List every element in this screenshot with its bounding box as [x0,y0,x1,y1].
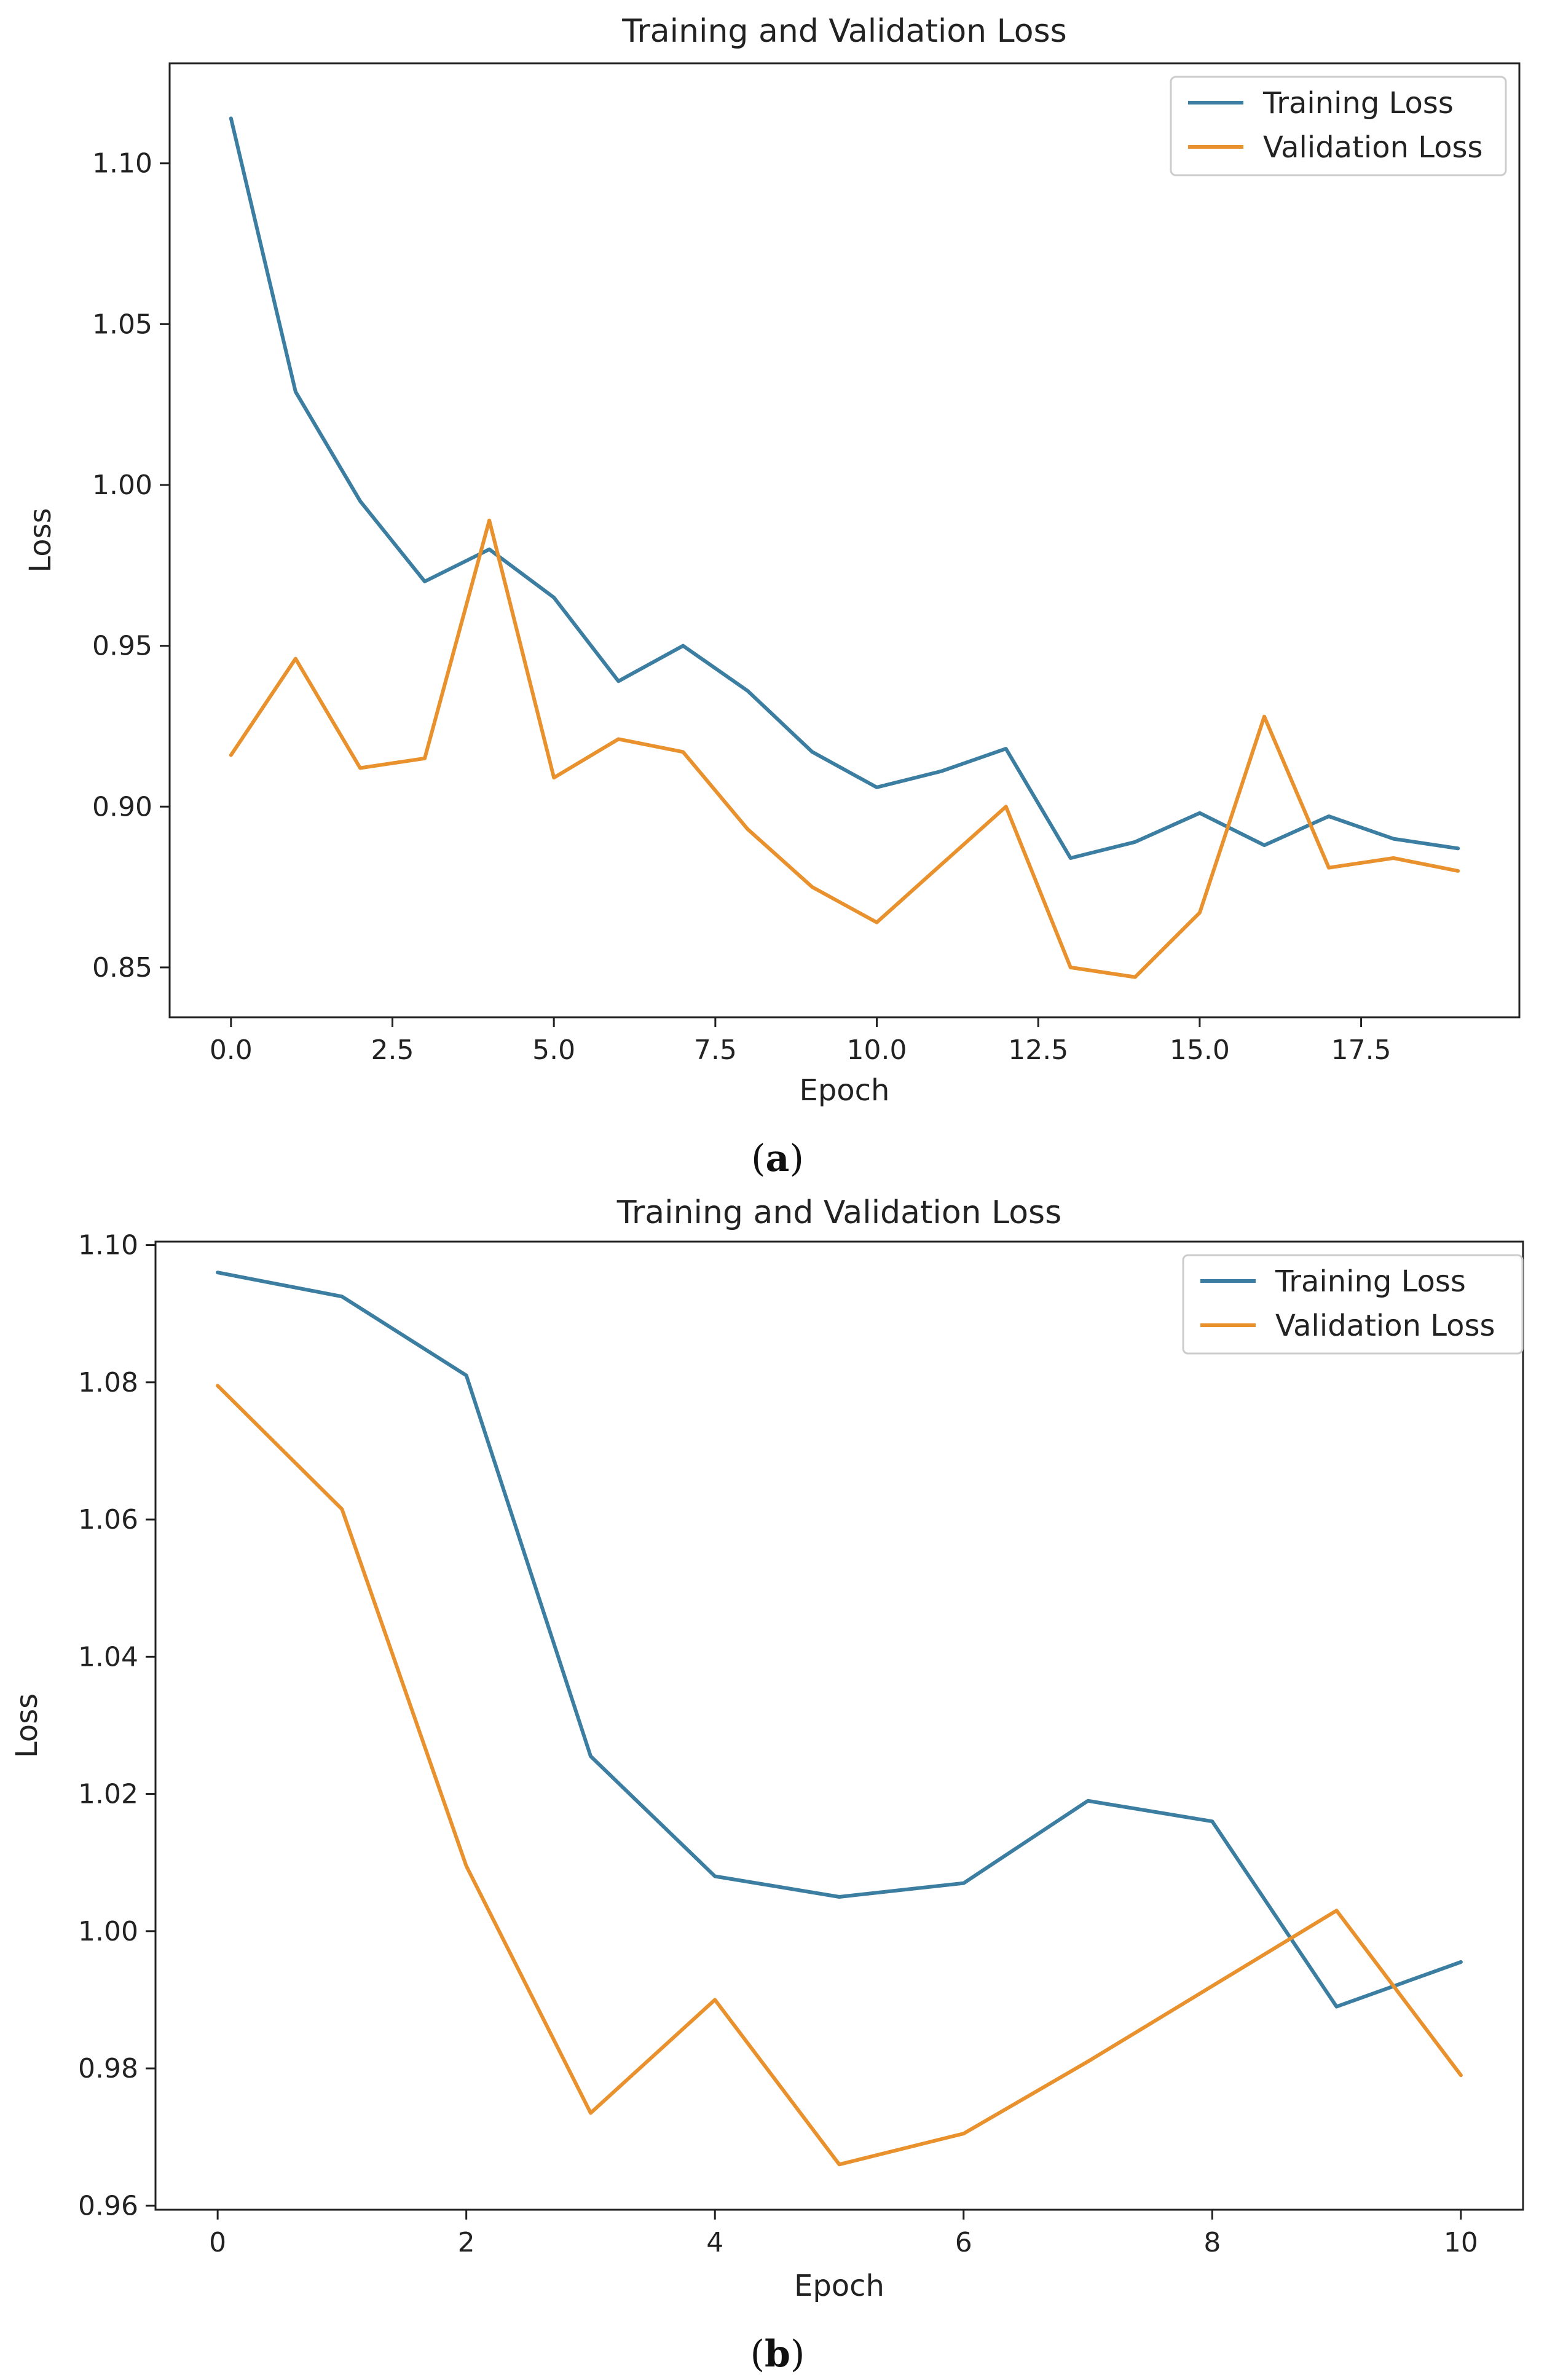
x-tick-label: 4 [706,2227,723,2258]
legend-box [1182,1254,1524,1355]
series-line-training [229,116,1460,860]
legend-label: Validation Loss [1275,1309,1495,1343]
chart-b: Training and Validation Loss 0 2 4 6 8 10 0.96 0… [10,1194,1524,2376]
x-tick-label: 2 [458,2227,475,2258]
y-tick-label: 1.10 [92,148,152,179]
y-tick-label: 1.08 [78,1367,138,1398]
y-axis-label: Loss [23,508,58,572]
x-tick-label: 2.5 [371,1034,414,1066]
x-tick-label: 0.0 [210,1034,253,1066]
figure-caption: (b) [750,2333,805,2376]
legend-label: Validation Loss [1263,130,1483,165]
x-tick-label: 0 [209,2227,226,2258]
y-tick-label: 0.96 [78,2190,138,2221]
y-tick-label: 0.95 [92,631,152,662]
x-tick-label: 8 [1203,2227,1221,2258]
y-tick-label: 0.85 [92,952,152,983]
x-tick-label: 12.5 [1008,1034,1068,1066]
y-tick-label: 0.90 [92,791,152,822]
x-tick-label: 10.0 [847,1034,907,1066]
series-line-validation [216,1384,1463,2167]
figure-caption: (a) [751,1137,804,1180]
plot-frame [154,1240,1524,2211]
chart-title: Training and Validation Loss [621,13,1066,50]
x-tick-label: 6 [955,2227,972,2258]
y-tick-label: 1.04 [78,1641,138,1673]
x-tick-label: 7.5 [694,1034,737,1066]
plot-frame [168,62,1521,1019]
caption-paren: ) [790,2333,805,2376]
series-line-training [216,1271,1463,2009]
y-tick-label: 0.98 [78,2053,138,2084]
x-tick-label: 17.5 [1331,1034,1392,1066]
x-axis-label: Epoch [794,2269,884,2303]
x-axis-label: Epoch [800,1073,890,1108]
y-axis-label: Loss [10,1693,44,1758]
caption-paren: ( [751,1137,765,1180]
chart-title: Training and Validation Loss [616,1194,1061,1231]
y-tick-label: 1.00 [78,1916,138,1947]
y-tick-label: 1.02 [78,1779,138,1810]
y-tick-label: 1.05 [92,309,152,340]
x-tick-label: 15.0 [1170,1034,1230,1066]
y-tick-label: 1.06 [78,1504,138,1535]
chart-a: Training and Validation Loss 0.0 2.5 5.0 7.5… [23,13,1521,1180]
x-tick-label: 10 [1444,2227,1478,2258]
y-tick-label: 1.10 [78,1230,138,1261]
y-tick-label: 1.00 [92,470,152,501]
legend-label: Training Loss [1262,86,1454,120]
series-line-validation [229,518,1460,979]
caption-paren: ) [789,1137,803,1180]
caption-letter: b [765,2333,790,2376]
legend-box [1170,76,1507,176]
caption-paren: ( [750,2333,765,2376]
x-tick-label: 5.0 [532,1034,575,1066]
legend-label: Training Loss [1275,1264,1466,1299]
caption-letter: a [766,1137,790,1180]
